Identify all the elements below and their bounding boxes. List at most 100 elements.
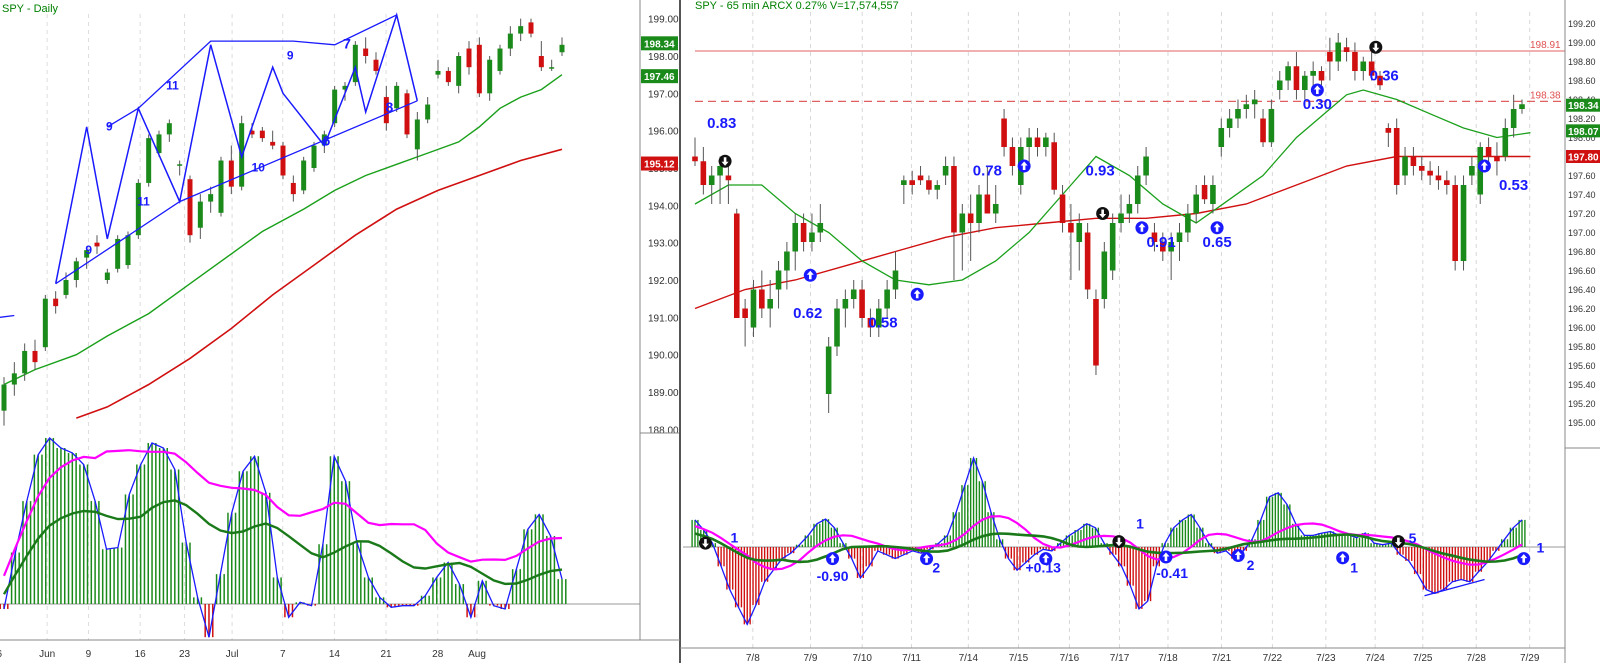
daily-prior-channel-line (0, 314, 15, 318)
intraday-candle-down (1393, 128, 1400, 185)
daily-wave-count-note: 9 (106, 120, 113, 134)
daily-candle-down (187, 179, 193, 236)
intraday-oscillator-note: 2 (1247, 557, 1255, 573)
daily-wave-count-note: 9 (287, 49, 294, 63)
arrow-up-icon (1339, 553, 1347, 562)
arrow-down-icon (1115, 537, 1123, 547)
daily-candle-up (42, 298, 48, 348)
daily-wave-count-note: 9 (85, 243, 92, 257)
intraday-candle-down (742, 308, 748, 318)
intraday-x-tick-label: 7/10 (853, 653, 873, 663)
intraday-candle-up (1285, 66, 1291, 81)
intraday-candle-up (1460, 185, 1467, 261)
daily-fast-moving-average (3, 74, 563, 386)
intraday-oscillator-note: 1 (1136, 515, 1144, 531)
intraday-price-label-box (1566, 150, 1600, 163)
intraday-candle-down (926, 180, 932, 190)
intraday-x-tick-label: 7/14 (959, 653, 979, 663)
intraday-oscillator-note: 1 (1350, 560, 1358, 576)
arrow-down-icon (1099, 209, 1107, 218)
daily-y-tick-label: 189.00 (648, 388, 679, 399)
daily-chart-background (0, 0, 640, 640)
daily-candle-down (249, 130, 255, 135)
intraday-candle-down (1418, 166, 1425, 171)
daily-candle-down (53, 298, 59, 307)
arrow-up-icon (1020, 161, 1028, 170)
intraday-y-tick-label: 197.00 (1568, 228, 1596, 238)
daily-candle-up (332, 89, 338, 124)
daily-candle-up (115, 238, 121, 269)
intraday-candle-down (1452, 185, 1458, 261)
arrow-up-icon (1042, 554, 1050, 563)
daily-wave-count-note: 11 (137, 194, 150, 208)
daily-x-tick-label: 9 (86, 649, 92, 660)
intraday-y-tick-label: 197.60 (1568, 171, 1596, 181)
intraday-price-note: 0.91 (1147, 234, 1176, 251)
intraday-candle-up (1243, 104, 1250, 109)
intraday-x-tick-label: 7/8 (746, 653, 760, 663)
intraday-y-tick-label: 195.80 (1568, 342, 1596, 352)
intraday-price-label: 198.34 (1568, 101, 1599, 112)
intraday-candle-up (1109, 223, 1116, 271)
daily-x-tick-label: 7 (280, 649, 286, 660)
daily-y-tick-label: 192.00 (648, 276, 679, 287)
intraday-candle-up (976, 194, 982, 223)
daily-candle-down (404, 93, 410, 135)
intraday-candle-down (1001, 118, 1007, 147)
intraday-candle-up (1502, 128, 1509, 157)
intraday-candle-up (775, 270, 782, 290)
daily-chart-panel: 9 9 11 11 9 10 7 6 8 199.00 198.00 197.00 196.00 195… (0, 0, 679, 640)
intraday-candle-down (1410, 156, 1417, 166)
daily-candle-up (425, 104, 431, 120)
intraday-candle-up (884, 289, 890, 309)
intraday-candle-up (942, 166, 949, 176)
daily-candle-up (414, 119, 420, 150)
intraday-price-label: 197.80 (1568, 153, 1599, 164)
daily-candle-down (373, 59, 379, 71)
arrow-up-icon (923, 554, 931, 563)
daily-y-tick-label: 191.00 (648, 313, 679, 324)
intraday-candle-up (1118, 213, 1124, 223)
intraday-price-label: 198.07 (1568, 127, 1599, 138)
intraday-candle-down (1084, 232, 1091, 290)
intraday-candle-down (700, 161, 707, 185)
intraday-candle-down (1485, 147, 1492, 157)
intraday-candle-down (1034, 137, 1041, 147)
daily-price-label: 195.12 (644, 160, 675, 171)
daily-price-label-box (641, 36, 678, 51)
daily-candle-up (125, 235, 131, 266)
daily-price-label: 197.46 (644, 72, 675, 83)
daily-candle-up (84, 250, 90, 258)
intraday-price-note: 0.78 (973, 163, 1002, 180)
intraday-candle-down (759, 289, 765, 309)
intraday-candle-down (1352, 52, 1358, 71)
daily-price-label: 198.34 (644, 39, 675, 50)
intraday-candle-up (1360, 61, 1367, 71)
arrow-down-icon (721, 157, 729, 166)
daily-wave-count-note: 8 (386, 99, 394, 115)
intraday-x-tick-label: 7/29 (1520, 653, 1540, 663)
intraday-candle-down (1368, 61, 1375, 76)
intraday-candle-down (1293, 66, 1300, 90)
intraday-level-label: 198.38 (1530, 90, 1561, 101)
intraday-x-tick-label: 7/21 (1212, 653, 1232, 663)
intraday-oscillator-signal-line (694, 515, 1523, 571)
intraday-candle-down (967, 213, 974, 223)
daily-chart-title: SPY - Daily (2, 3, 59, 15)
arrow-up-icon (829, 554, 837, 563)
daily-candle-down (290, 182, 296, 195)
intraday-candle-up (809, 232, 815, 242)
daily-y-tick-label: 198.00 (648, 52, 679, 63)
arrow-up-icon (806, 270, 814, 280)
daily-candle-down (383, 97, 389, 124)
daily-candle-up (156, 134, 162, 154)
intraday-y-tick-label: 196.80 (1568, 247, 1596, 257)
intraday-candle-down (984, 194, 991, 214)
intraday-y-tick-label: 196.40 (1568, 285, 1596, 295)
arrow-up-icon (913, 289, 921, 299)
intraday-price-note: 0.53 (1499, 177, 1528, 194)
intraday-y-tick-label: 196.00 (1568, 323, 1596, 333)
intraday-candle-down (1435, 175, 1442, 181)
intraday-candle-up (817, 223, 824, 233)
